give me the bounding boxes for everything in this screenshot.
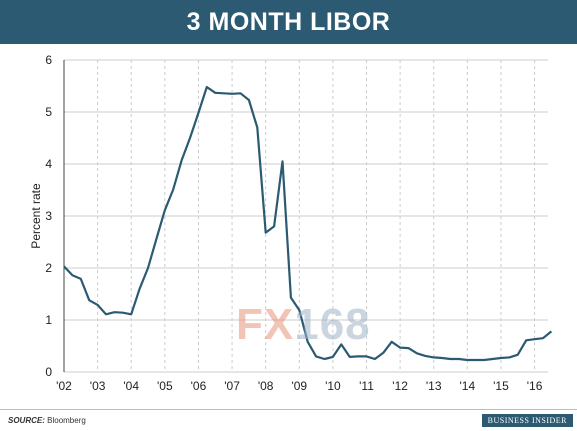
x-tick-label: '06 (191, 379, 207, 393)
series-layer (63, 85, 553, 362)
x-tick-label: '13 (426, 379, 442, 393)
x-tick-label: '10 (325, 379, 341, 393)
y-tick-label: 4 (45, 157, 52, 171)
footer: SOURCE: Bloomberg BUSINESS INSIDER (0, 410, 577, 431)
y-axis-label: Percent rate (29, 183, 43, 249)
y-tick-label: 5 (45, 105, 52, 119)
footer-divider (0, 409, 577, 410)
x-tick-label: '11 (359, 379, 374, 393)
y-tick-label: 2 (45, 261, 52, 275)
x-tick-label: '05 (157, 379, 173, 393)
x-tick-label: '15 (493, 379, 509, 393)
x-tick-label: '08 (258, 379, 274, 393)
y-tick-label: 3 (45, 209, 52, 223)
x-tick-label: '09 (291, 379, 307, 393)
chart-title: 3 MONTH LIBOR (186, 7, 391, 36)
source-label: SOURCE: (8, 416, 45, 425)
y-tick-label: 0 (45, 365, 52, 379)
source-credit: SOURCE: Bloomberg (8, 416, 86, 425)
source-value: Bloomberg (47, 416, 86, 425)
chart-title-bar: 3 MONTH LIBOR (0, 0, 577, 44)
x-tick-label: '04 (123, 379, 139, 393)
chart-area: 0 1 2 3 4 5 6 '02 '03 '04 '05 '06 '07 '08 '09 '10 '11 '12… (0, 44, 577, 404)
x-tick-label: '02 (56, 379, 72, 393)
x-tick-label: '07 (224, 379, 240, 393)
line-chart: 0 1 2 3 4 5 6 '02 '03 '04 '05 '06 '07 '08 '09 '10 '11 '12… (29, 53, 553, 393)
series-line-libor (63, 85, 553, 362)
y-tick-label: 6 (45, 53, 52, 67)
y-tick-label: 1 (45, 313, 52, 327)
x-tick-label: '03 (90, 379, 106, 393)
brand-badge: BUSINESS INSIDER (481, 414, 573, 427)
x-tick-label: '16 (527, 379, 543, 393)
x-tick-label: '14 (460, 379, 476, 393)
grid (64, 59, 548, 373)
x-tick-label: '12 (392, 379, 408, 393)
axes: 0 1 2 3 4 5 6 '02 '03 '04 '05 '06 '07 '08 '09 '10 '11 '12… (45, 53, 542, 393)
